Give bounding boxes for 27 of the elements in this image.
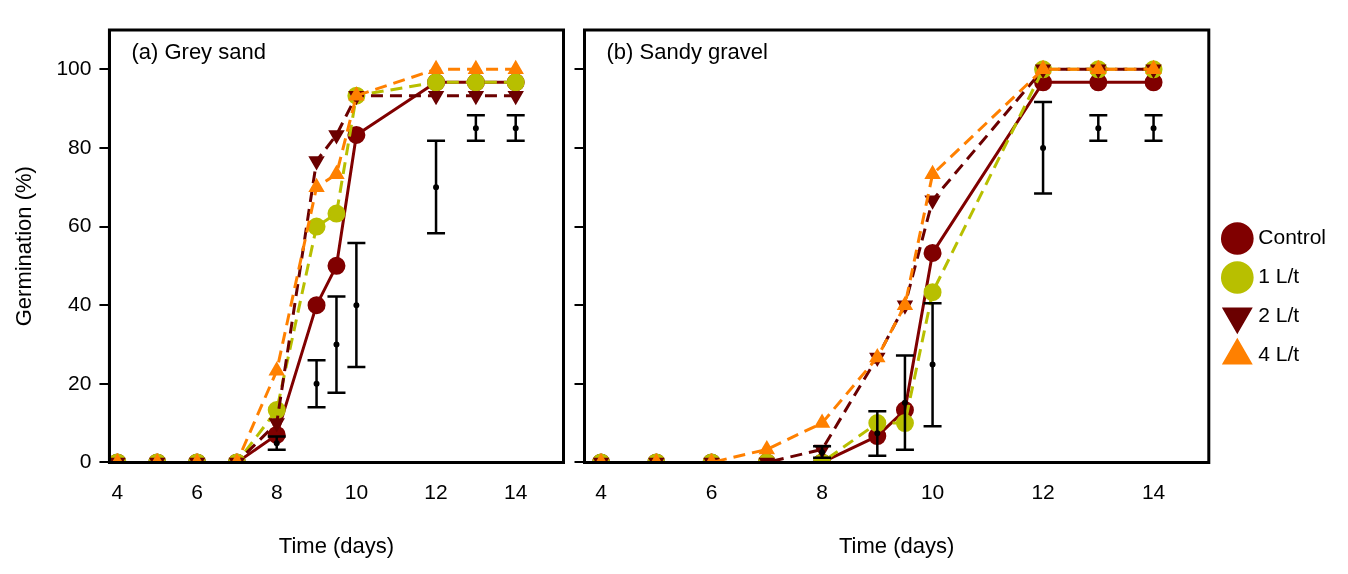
x-tick-label: 8 — [816, 479, 828, 503]
x-tick-label: 12 — [1031, 479, 1055, 503]
chart-title: (b) Sandy gravel — [606, 39, 768, 65]
x-axis-title: Time (days) — [839, 532, 955, 558]
y-tick-label: 20 — [68, 370, 92, 394]
x-tick-label: 4 — [595, 479, 608, 503]
y-tick-label: 80 — [68, 134, 92, 158]
x-tick-label: 12 — [424, 479, 448, 503]
x-tick-label: 6 — [191, 479, 203, 503]
x-tick-label: 6 — [705, 479, 718, 503]
legend-label: 2 L/t — [1258, 303, 1300, 327]
x-axis-title: Time (days) — [278, 532, 395, 558]
y-tick-label: 40 — [68, 291, 92, 315]
x-tick-label: 4 — [111, 479, 124, 503]
x-tick-label: 10 — [920, 479, 945, 503]
x-tick-label: 8 — [270, 479, 283, 503]
legend-label: Control — [1258, 225, 1327, 249]
x-tick-label: 10 — [344, 479, 369, 503]
x-tick-label: 14 — [504, 479, 528, 503]
legend-label: 1 L/t — [1258, 264, 1300, 288]
legend-label: 4 L/t — [1258, 342, 1300, 366]
x-tick-label: 14 — [1141, 479, 1166, 503]
y-axis-title: Germination (%) — [11, 166, 37, 327]
chart-title: (a) Grey sand — [131, 39, 266, 65]
y-tick-label: 0 — [79, 449, 92, 473]
y-tick-label: 100 — [56, 56, 92, 80]
y-tick-label: 60 — [68, 213, 92, 237]
